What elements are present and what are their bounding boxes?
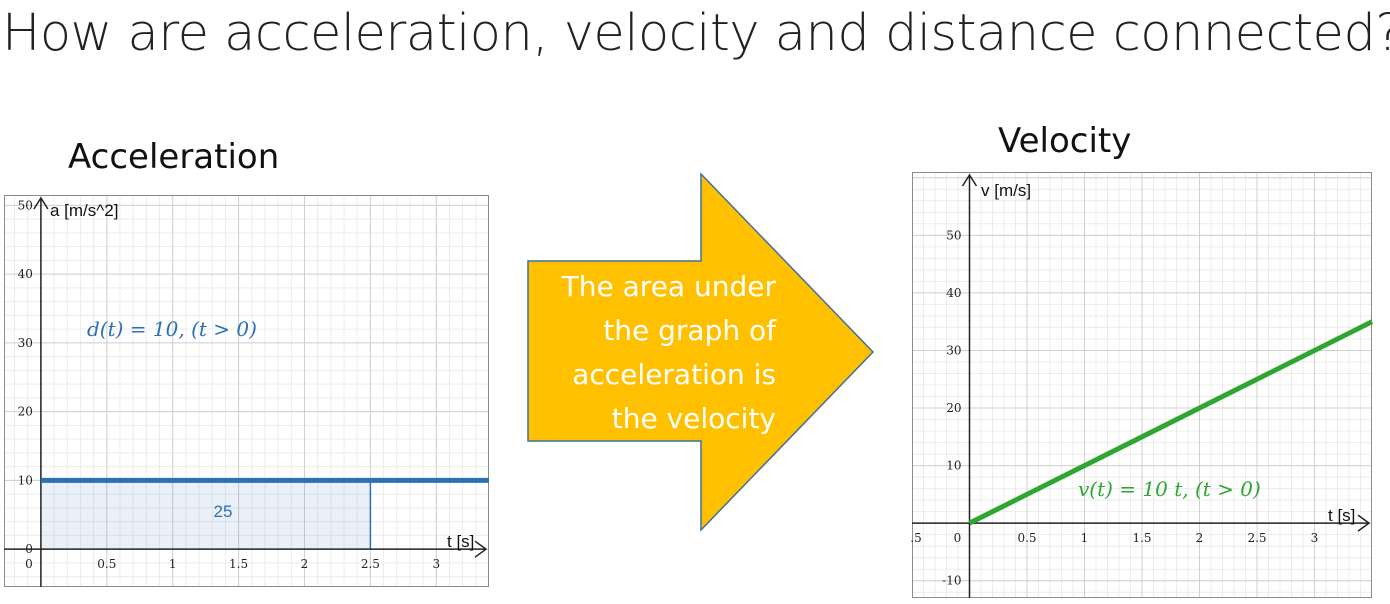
y-tick-label: 40 xyxy=(946,286,961,300)
x-axis-arrowhead xyxy=(1357,514,1371,532)
x-tick-label: 2 xyxy=(301,557,309,571)
acceleration-heading: Acceleration xyxy=(68,137,280,177)
arrow-text-line-3: acceleration is xyxy=(572,358,776,391)
x-tick-label: .5 xyxy=(910,531,921,545)
arrow-text-line-4: the velocity xyxy=(612,402,776,435)
x-tick-label: 1 xyxy=(169,557,177,571)
x-tick-label: 3 xyxy=(432,557,440,571)
x-tick-label: 1 xyxy=(1081,531,1089,545)
velocity-equation: v(t) = 10 t, (t > 0) xyxy=(1078,477,1261,501)
y-axis-arrowhead xyxy=(961,173,978,187)
y-tick-label: 50 xyxy=(946,228,961,242)
y-tick-label: 30 xyxy=(18,336,33,350)
y-tick-label: 20 xyxy=(18,405,33,419)
x-axis-arrowhead xyxy=(474,540,488,558)
x-tick-label: 2 xyxy=(1196,531,1204,545)
x-tick-label: 3 xyxy=(1311,531,1319,545)
velocity-grid xyxy=(913,173,1371,597)
velocity-x-axis-label: t [s] xyxy=(1328,506,1355,525)
acceleration-x-ticks: 0.5 1 1.5 2 2.5 3 0 xyxy=(25,557,440,571)
acceleration-x-axis-label: t [s] xyxy=(447,532,474,551)
x-tick-label: 0 xyxy=(954,531,962,545)
y-tick-label: -10 xyxy=(942,574,961,588)
velocity-x-ticks: .5 0 0.5 1 1.5 2 2.5 3 xyxy=(910,531,1318,545)
arrow-text-line-1: The area under xyxy=(561,270,777,303)
velocity-heading: Velocity xyxy=(998,121,1132,161)
x-tick-label: 0.5 xyxy=(1017,531,1036,545)
velocity-y-ticks: 50 40 30 20 10 -10 xyxy=(942,228,961,587)
acceleration-y-ticks: 0 10 20 30 40 50 xyxy=(18,198,33,556)
area-value-label: 25 xyxy=(214,502,233,521)
y-tick-label: 40 xyxy=(18,267,33,281)
y-tick-label: 10 xyxy=(18,473,33,487)
x-tick-label: 2.5 xyxy=(1247,531,1266,545)
x-tick-label: 1.5 xyxy=(229,557,248,571)
arrow-shape xyxy=(527,172,875,532)
acceleration-equation: d(t) = 10, (t > 0) xyxy=(87,317,257,341)
x-tick-label: 2.5 xyxy=(361,557,380,571)
y-tick-label: 30 xyxy=(946,343,961,357)
x-tick-label: 0.5 xyxy=(97,557,116,571)
explanation-arrow: The area under the graph of acceleration… xyxy=(527,172,875,532)
y-tick-label: 50 xyxy=(18,198,33,212)
velocity-y-axis-label: v [m/s] xyxy=(981,181,1031,200)
shaded-area xyxy=(40,480,371,550)
y-axis-arrowhead xyxy=(33,196,49,210)
velocity-axes xyxy=(912,173,1371,598)
y-tick-label: 0 xyxy=(25,542,33,556)
arrow-text-line-2: the graph of xyxy=(603,314,777,347)
y-tick-label: 20 xyxy=(946,401,961,415)
x-tick-label: 1.5 xyxy=(1132,531,1151,545)
acceleration-y-axis-label: a [m/s^2] xyxy=(50,201,118,220)
acceleration-grid xyxy=(5,196,488,586)
velocity-chart: .5 0 0.5 1 1.5 2 2.5 3 50 40 30 20 10 -10 v [m/s] t … xyxy=(910,172,1374,598)
page-title: How are acceleration, velocity and dista… xyxy=(2,4,1390,63)
y-tick-label-zero: 0 xyxy=(25,557,33,571)
velocity-line xyxy=(968,319,1374,526)
y-tick-label: 10 xyxy=(946,459,961,473)
acceleration-axes xyxy=(4,196,488,587)
